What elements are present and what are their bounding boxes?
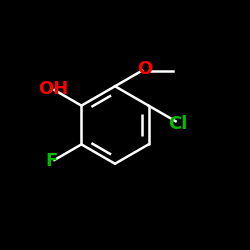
Text: Cl: Cl [168, 115, 188, 133]
Text: OH: OH [38, 80, 68, 98]
Text: O: O [137, 60, 152, 78]
Text: F: F [46, 152, 58, 170]
